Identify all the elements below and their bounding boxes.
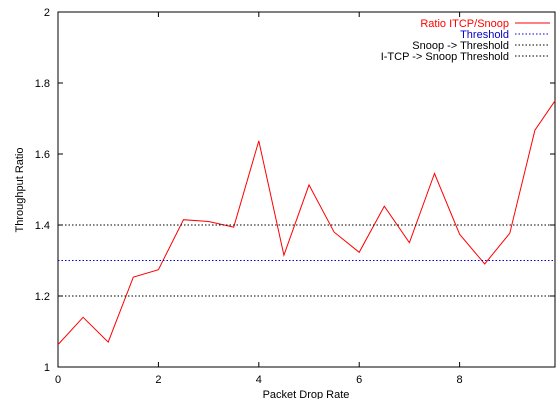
x-axis-label: Packet Drop Rate xyxy=(263,389,350,399)
legend-label-ratio-itcp-snoop: Ratio ITCP/Snoop xyxy=(420,18,509,30)
y-tick-label: 1.2 xyxy=(35,291,50,303)
y-axis-label: Throughput Ratio xyxy=(14,148,26,233)
y-tick-label: 1.6 xyxy=(35,149,50,161)
x-tick-label: 4 xyxy=(256,374,262,386)
y-tick-label: 1.8 xyxy=(35,78,50,90)
x-tick-label: 2 xyxy=(155,374,161,386)
series-line-ratio-itcp-snoop xyxy=(57,100,556,345)
plot-frame xyxy=(57,11,556,368)
y-tick-label: 2 xyxy=(44,7,50,19)
x-tick-label: 0 xyxy=(55,374,61,386)
x-tick-label: 6 xyxy=(356,374,362,386)
y-tick-label: 1 xyxy=(44,362,50,374)
legend-label-snoop-threshold: Snoop -> Threshold xyxy=(412,40,509,52)
legend-label-i-tcp-snoop-threshold: I-TCP -> Snoop Threshold xyxy=(381,51,509,63)
legend-label-threshold: Threshold xyxy=(460,29,509,41)
y-tick-label: 1.4 xyxy=(35,220,50,232)
x-tick-label: 8 xyxy=(457,374,463,386)
